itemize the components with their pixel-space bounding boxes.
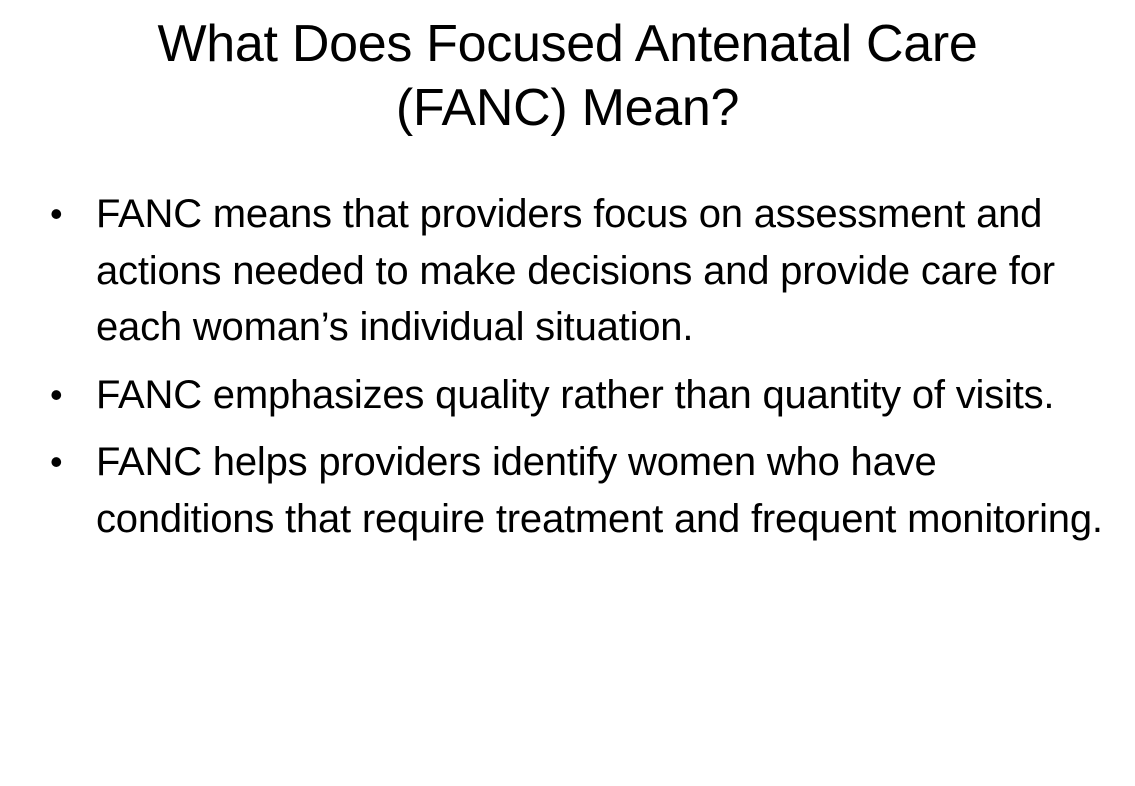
slide-title-line-1: What Does Focused Antenatal Care: [157, 15, 978, 73]
bullet-list: • FANC means that providers focus on ass…: [50, 186, 1110, 558]
bullet-text-2: FANC emphasizes quality rather than quan…: [96, 372, 1055, 417]
bullet-item-3: • FANC helps providers identify women wh…: [50, 434, 1110, 547]
bullet-icon: •: [50, 193, 63, 234]
slide-title-line-2: (FANC) Mean?: [395, 79, 740, 137]
bullet-text-3: FANC helps providers identify women who …: [96, 440, 1103, 541]
bullet-text-1: FANC means that providers focus on asses…: [96, 192, 1055, 349]
bullet-icon: •: [50, 441, 63, 482]
bullet-item-2: • FANC emphasizes quality rather than qu…: [50, 367, 1110, 424]
slide-title: What Does Focused Antenatal Care (FANC) …: [60, 12, 1075, 140]
bullet-icon: •: [50, 373, 63, 415]
bullet-item-1: • FANC means that providers focus on ass…: [50, 186, 1110, 356]
